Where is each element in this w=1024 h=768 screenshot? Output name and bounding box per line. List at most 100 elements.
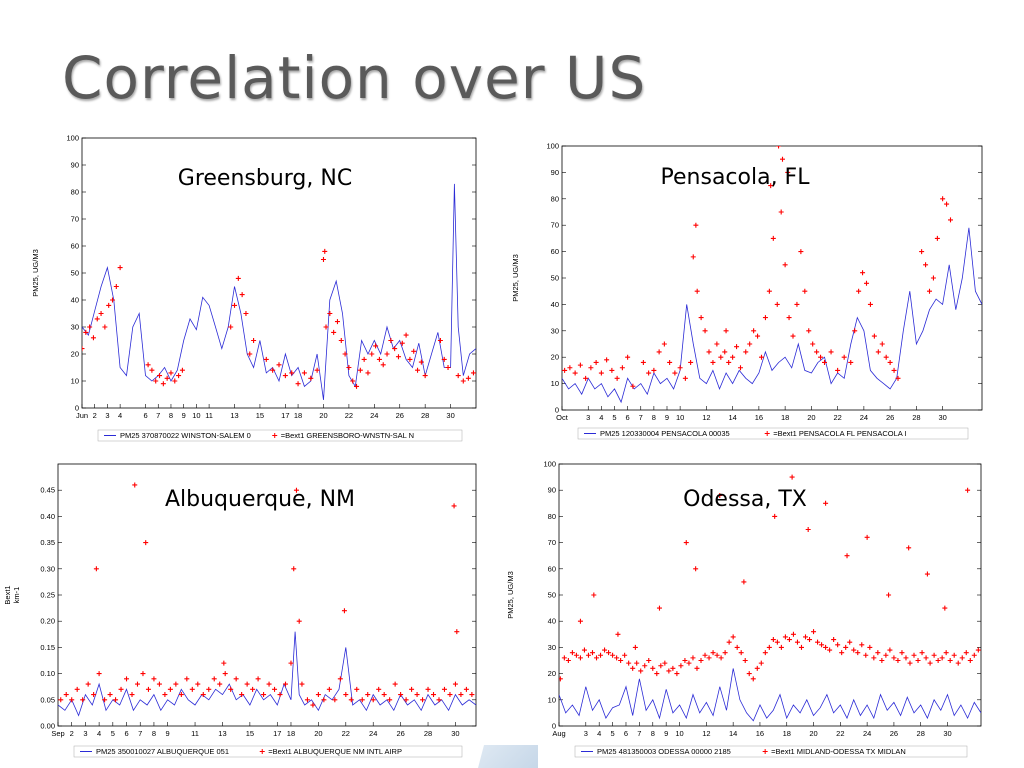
- data-point: [883, 354, 889, 360]
- data-point: [167, 686, 173, 692]
- data-point: [693, 222, 699, 228]
- data-point: [282, 373, 288, 379]
- data-point: [851, 647, 857, 653]
- chart-greensburg: 0 10 20 30 40 50 60 70 80 90 100 Jun 2 3 4 6 7 8 9 10 11 13 15…: [31, 134, 477, 442]
- data-point: [919, 249, 925, 255]
- data-point: [754, 665, 760, 671]
- y-tick-label: 0: [555, 406, 559, 415]
- data-point: [887, 647, 893, 653]
- data-point: [129, 692, 135, 698]
- data-point: [221, 660, 227, 666]
- data-point: [762, 315, 768, 321]
- x-tick-label: 6: [624, 729, 628, 738]
- data-point: [923, 262, 929, 268]
- x-tick-label: 28: [421, 411, 429, 420]
- data-point: [651, 367, 657, 373]
- x-tick-label: 24: [860, 413, 868, 422]
- data-point: [843, 644, 849, 650]
- data-point: [327, 311, 333, 316]
- data-point: [794, 301, 800, 307]
- data-point: [168, 370, 174, 376]
- data-point: [625, 354, 631, 360]
- data-point: [179, 367, 185, 373]
- data-point: [919, 650, 925, 656]
- data-point: [228, 324, 234, 330]
- data-point: [678, 663, 684, 669]
- x-tick-label: 13: [230, 411, 238, 420]
- x-tick-label: 30: [943, 729, 951, 738]
- data-point: [814, 349, 820, 355]
- data-point: [381, 692, 387, 698]
- data-point: [614, 375, 620, 381]
- x-tick-label: 8: [152, 729, 156, 738]
- data-point: [722, 349, 728, 355]
- data-point: [178, 692, 184, 698]
- data-point: [581, 647, 587, 653]
- data-point: [618, 658, 624, 663]
- data-point: [387, 697, 393, 703]
- data-point: [823, 500, 829, 506]
- y-tick-label: 80: [71, 188, 79, 197]
- data-point: [848, 359, 854, 365]
- data-point: [819, 642, 825, 648]
- data-point: [682, 375, 688, 381]
- data-point: [690, 254, 696, 260]
- data-point: [871, 655, 877, 661]
- data-point: [384, 351, 390, 357]
- chart-pensacola: 0 10 20 30 40 50 60 70 80 90 100 Oct 3 4 5 6 7 8 9 10 12 14 16…: [511, 142, 983, 440]
- data-point: [124, 676, 130, 682]
- data-point: [96, 671, 102, 677]
- data-point: [971, 652, 977, 658]
- data-point: [465, 375, 471, 381]
- data-point: [98, 311, 104, 316]
- data-point: [670, 665, 676, 671]
- data-point: [251, 338, 257, 343]
- x-tick-label: 4: [597, 729, 601, 738]
- data-point: [810, 341, 816, 347]
- y-axis-label: PM25, UG/M3: [31, 249, 40, 297]
- legend-cross-swatch: [259, 749, 265, 754]
- x-tick-label: 7: [156, 411, 160, 420]
- legend-cross-swatch: [272, 433, 278, 438]
- x-tick-label: 11: [205, 411, 213, 420]
- legend-box: [97, 429, 463, 442]
- series-line: [82, 183, 476, 400]
- x-tick-label: 3: [584, 729, 588, 738]
- data-point: [441, 356, 447, 362]
- x-tick-label: 30: [451, 729, 459, 738]
- data-point: [369, 351, 375, 357]
- data-point: [742, 658, 748, 663]
- data-point: [942, 605, 948, 611]
- data-point: [323, 324, 329, 330]
- slide-title: Correlation over US: [62, 44, 647, 112]
- legend-box: [574, 745, 968, 758]
- data-point: [650, 665, 656, 671]
- data-point: [798, 644, 804, 650]
- x-tick-label: 24: [370, 411, 378, 420]
- data-point: [730, 634, 736, 640]
- data-point: [151, 676, 157, 682]
- y-tick-label: 0.45: [40, 486, 55, 495]
- data-point: [143, 540, 149, 546]
- data-point: [864, 280, 869, 286]
- data-point: [959, 655, 965, 661]
- city-label: Pensacola, FL: [661, 165, 811, 190]
- data-point: [927, 660, 933, 666]
- data-point: [113, 697, 119, 703]
- data-point: [562, 367, 568, 373]
- data-point: [815, 639, 821, 645]
- data-point: [354, 383, 360, 389]
- data-point: [365, 370, 371, 376]
- data-point: [622, 652, 628, 658]
- data-point: [593, 359, 599, 365]
- data-point: [822, 359, 827, 365]
- data-point: [661, 341, 667, 347]
- data-point: [714, 341, 720, 347]
- data-point: [750, 676, 756, 682]
- data-point: [102, 324, 108, 330]
- data-point: [291, 566, 297, 572]
- data-point: [228, 686, 234, 692]
- data-point: [110, 297, 116, 303]
- data-point: [272, 686, 278, 692]
- data-point: [807, 637, 813, 643]
